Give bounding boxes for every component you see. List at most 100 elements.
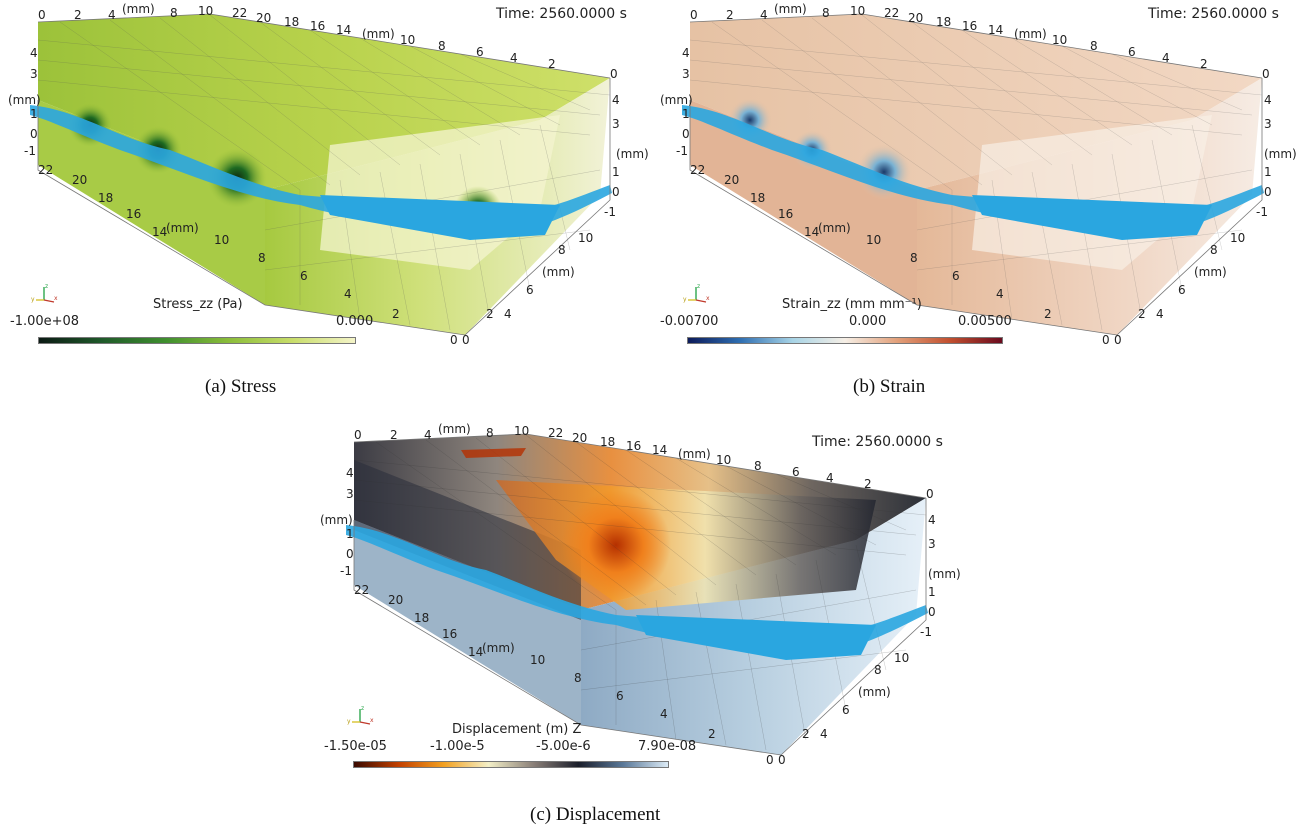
fracture-surface [30,105,612,236]
time-label: Time: 2560.0000 s [812,434,943,450]
tick-label: 2 [864,477,872,491]
tick-label: 1 [30,107,38,121]
tick-label: 0 [690,8,698,22]
tick-label: 14 [988,23,1003,37]
tick-label: 8 [258,251,266,265]
tick-label: 10 [716,453,731,467]
tick-label: 14 [468,645,483,659]
tick-label: 22 [884,6,899,20]
mesh-viewport-displacement[interactable]: 0 2 4 (mm) 8 10 22 20 18 16 14 (mm) 10 8… [316,420,961,770]
tick-label: 2 [1200,57,1208,71]
tick-label: 0 [928,605,936,619]
svg-text:x: x [54,295,58,302]
tick-label: 6 [952,269,960,283]
tick-label: 2 [1044,307,1052,321]
tick-label: 0 [682,127,690,141]
tick-label: 10 [1230,231,1245,245]
tick-label: 4 [504,307,512,321]
time-label: Time: 2560.0000 s [1148,6,1279,22]
tick-label: 10 [578,231,593,245]
colorbar-max-label: 7.90e-08 [638,739,697,754]
tick-label: 10 [866,233,881,247]
tick-label: 20 [256,11,271,25]
axis-unit-label: (mm) [542,265,575,279]
axis-unit-label: (mm) [1194,265,1227,279]
axis-unit-label: (mm) [660,93,693,107]
tick-label: 16 [310,19,325,33]
tick-label: 4 [1264,93,1272,107]
svg-text:z: z [45,283,48,290]
tick-label: -1 [1256,205,1268,219]
tick-label: 4 [346,466,354,480]
tick-label: 0 [612,185,620,199]
tick-label: 10 [514,424,529,438]
tick-label: 2 [390,428,398,442]
tick-label: 18 [600,435,615,449]
tick-label: 22 [548,426,563,440]
mesh-viewport-strain[interactable]: 0 2 4 (mm) 8 10 22 20 18 16 14 (mm) 10 8… [652,0,1297,350]
tick-label: 6 [1128,45,1136,59]
tick-label: 18 [936,15,951,29]
axis-unit-label: (mm) [8,93,41,107]
tick-label: 3 [1264,117,1272,131]
mesh-viewport-stress[interactable]: 0 2 4 (mm) 8 10 22 20 18 16 14 (mm) 10 8… [0,0,649,350]
tick-label: 18 [284,15,299,29]
tick-label: 18 [414,611,429,625]
colorbar-title: Stress_zz (Pa) [153,297,243,312]
tick-label: 8 [874,663,882,677]
colorbar-min-label: -0.00700 [660,314,719,329]
svg-text:z: z [361,705,364,712]
tick-label: -1 [920,625,932,639]
axis-labels-left: 4 3 (mm) 1 0 -1 22 20 18 16 14 (mm) 10 8… [660,46,1110,347]
tick-label: -1 [340,564,352,578]
axis-unit-label: (mm) [858,685,891,699]
tick-label: 4 [510,51,518,65]
axis-labels-left: 4 3 (mm) 1 0 -1 22 20 18 16 14 (mm) 10 8… [320,466,774,767]
tick-label: 0 [778,753,786,767]
tick-label: 0 [1102,333,1110,347]
tick-label: 0 [38,8,46,22]
panel-stress: 0 2 4 (mm) 8 10 22 20 18 16 14 (mm) 10 8… [0,0,649,400]
orientation-axes-icon: z y x [346,704,376,730]
tick-label: 0 [1262,67,1270,81]
svg-text:y: y [683,296,687,303]
tick-label: 10 [214,233,229,247]
axis-labels-right: 4 3 (mm) 1 0 -1 10 8 (mm) 6 4 2 0 [778,513,961,767]
axis-unit-label: (mm) [928,567,961,581]
tick-label: 10 [894,651,909,665]
colorbar-title: Strain_zz (mm mm⁻¹) [782,297,922,312]
axis-unit-label: (mm) [166,221,199,235]
tick-label: 20 [724,173,739,187]
axis-unit-label: (mm) [1264,147,1297,161]
tick-label: 1 [682,107,690,121]
tick-label: 2 [708,727,716,741]
svg-text:z: z [697,283,700,290]
tick-label: 20 [908,11,923,25]
tick-label: 3 [612,117,620,131]
tick-label: 10 [850,4,865,18]
tick-label: 0 [346,547,354,561]
tick-label: 2 [392,307,400,321]
axis-labels-right: 4 3 (mm) 1 0 -1 10 8 (mm) 6 4 2 0 [1114,93,1297,347]
tick-label: 0 [1264,185,1272,199]
tick-label: 0 [30,127,38,141]
tick-label: 0 [766,753,774,767]
tick-label: 4 [760,8,768,22]
axis-unit-label: (mm) [678,447,711,461]
tick-label: 22 [232,6,247,20]
svg-text:y: y [347,718,351,725]
colorbar [38,337,356,344]
tick-label: 6 [842,703,850,717]
tick-label: 4 [108,8,116,22]
tick-label: 1 [928,585,936,599]
tick-label: 16 [126,207,141,221]
tick-label: 4 [996,287,1004,301]
axis-unit-label: (mm) [1014,27,1047,41]
tick-label: -1 [676,144,688,158]
orientation-axes-icon: z y x [682,282,712,308]
tick-label: 4 [612,93,620,107]
colorbar-max-label: 0.000 [336,314,374,329]
tick-label: 10 [1052,33,1067,47]
tick-label: 8 [558,243,566,257]
tick-label: 16 [778,207,793,221]
